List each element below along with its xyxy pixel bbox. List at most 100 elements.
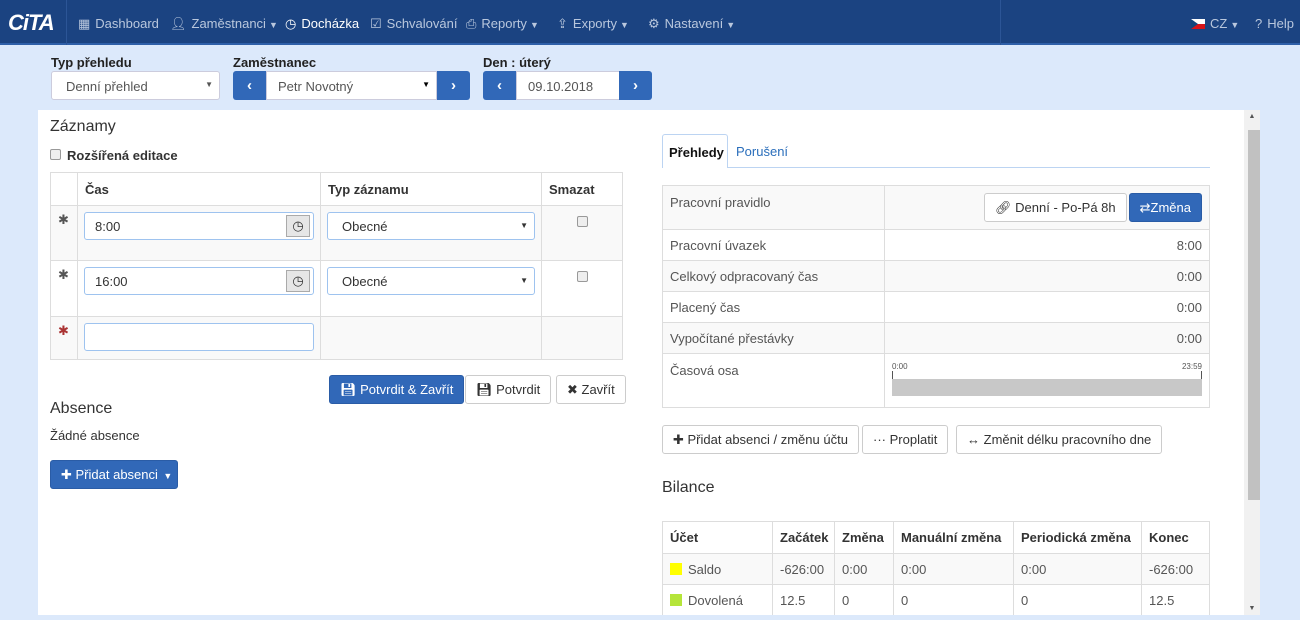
nav-zamestnanci[interactable]: 👤︎ Zaměstnanci ▼ xyxy=(170,16,278,32)
extended-edit-label: Rozšířená editace xyxy=(67,148,178,163)
table-row: Pracovní úvazek 8:00 xyxy=(662,229,1210,261)
close-button[interactable]: ✖ Zavřít xyxy=(556,375,626,404)
help-label: Help xyxy=(1267,16,1294,31)
logo[interactable]: CiTA xyxy=(8,10,55,35)
type-select[interactable]: Obecné ▼ xyxy=(327,267,535,295)
delete-checkbox[interactable] xyxy=(576,271,588,282)
nav-label: Nastavení xyxy=(664,16,724,31)
scrollbar-thumb[interactable] xyxy=(1248,130,1260,500)
row-label: Celkový odpracovaný čas xyxy=(662,260,885,292)
timeline: 0:00 23:59 xyxy=(884,353,1210,408)
records-table: Čas Typ záznamu Smazat ✱ 8:00 ◷ Obecné ▼ ✱ 1… xyxy=(50,172,623,360)
caret-down-icon: ▼ xyxy=(726,20,736,30)
next-day-button[interactable]: › xyxy=(619,71,652,100)
divider xyxy=(1000,0,1001,45)
cell: 12.5 xyxy=(772,584,835,616)
button-label: Proplatit xyxy=(889,432,938,447)
nav-dochazka[interactable]: ◷ Docházka xyxy=(285,16,359,32)
cell: 0 xyxy=(834,584,894,616)
add-absence-account-button[interactable]: ✚ Přidat absenci / změnu účtu xyxy=(662,425,859,454)
tab-prehledy[interactable]: Přehledy xyxy=(662,134,728,168)
rule-link-button[interactable]: 🔗︎ Denní - Po-Pá 8h xyxy=(984,193,1127,222)
tabs-border xyxy=(662,167,1210,168)
page-bottom xyxy=(0,615,1300,620)
table-row: Celkový odpracovaný čas 0:00 xyxy=(662,260,1210,292)
absence-empty: Žádné absence xyxy=(50,428,140,443)
nav-nastaveni[interactable]: ⚙ Nastavení ▼ xyxy=(648,16,735,32)
date-input[interactable]: 09.10.2018 xyxy=(516,71,620,100)
payout-button[interactable]: ··· Proplatit xyxy=(862,425,949,454)
extended-edit-checkbox[interactable]: Rozšířená editace xyxy=(50,148,178,163)
add-absence-button[interactable]: ✚ Přidat absenci ▼ xyxy=(50,460,178,489)
employee-select[interactable]: Petr Novotný ▼ xyxy=(266,71,437,100)
save-icon: 💾︎ xyxy=(340,382,361,397)
table-row: Vypočítané přestávky 0:00 xyxy=(662,322,1210,354)
nav-dashboard[interactable]: ▦ Dashboard xyxy=(78,16,159,32)
employee-label: Zaměstnanec xyxy=(233,55,317,70)
next-employee-button[interactable]: › xyxy=(437,71,470,100)
change-rule-button[interactable]: ⇄Změna xyxy=(1128,193,1202,222)
language-selector[interactable]: CZ ▼ xyxy=(1191,16,1239,31)
cell: 0:00 xyxy=(893,553,1014,585)
change-day-length-button[interactable]: ↔ Změnit délku pracovního dne xyxy=(956,425,1163,454)
nav-reporty[interactable]: ⎙ Reporty ▼ xyxy=(466,16,539,32)
help-link[interactable]: ? Help xyxy=(1255,16,1294,31)
table-row: ✱ 8:00 ◷ Obecné ▼ xyxy=(50,205,623,261)
asterisk-icon: ✱ xyxy=(50,260,78,317)
close-icon: ✖ xyxy=(567,382,582,397)
nav-schvalovani[interactable]: ☑ Schvalování xyxy=(370,16,457,32)
nav-label: Exporty xyxy=(572,16,617,31)
timeline-bar xyxy=(892,379,1202,396)
date-value: 09.10.2018 xyxy=(528,79,594,94)
export-icon: ⇪ xyxy=(557,16,568,31)
time-input[interactable]: 16:00 ◷ xyxy=(84,267,314,295)
divider xyxy=(66,0,67,45)
timeline-start: 0:00 xyxy=(892,362,908,371)
caret-down-icon: ▼ xyxy=(520,276,528,285)
rule-label: Pracovní pravidlo xyxy=(662,185,885,230)
nav-label: Docházka xyxy=(301,16,360,31)
type-select[interactable]: Denní přehled ▼ xyxy=(51,71,220,100)
tab-poruseni[interactable]: Porušení xyxy=(736,144,789,159)
plus-icon: ✚ xyxy=(673,432,688,447)
row-value: 0:00 xyxy=(884,291,1210,323)
button-label: Změna xyxy=(1150,200,1191,215)
clock-icon[interactable]: ◷ xyxy=(286,270,310,292)
printer-icon: ⎙ xyxy=(466,16,477,31)
nav-label: Schvalování xyxy=(386,16,458,31)
clock-icon[interactable]: ◷ xyxy=(286,215,310,237)
type-select[interactable]: Obecné ▼ xyxy=(327,212,535,240)
caret-down-icon: ▼ xyxy=(268,20,278,30)
new-time-input[interactable] xyxy=(84,323,314,351)
button-label: Denní - Po-Pá 8h xyxy=(1015,200,1116,215)
col-header: Konec xyxy=(1141,521,1210,554)
button-label: Potvrdit xyxy=(496,382,541,397)
time-input[interactable]: 8:00 ◷ xyxy=(84,212,314,240)
overview-table: Pracovní pravidlo 🔗︎ Denní - Po-Pá 8h ⇄Zm… xyxy=(662,185,1210,408)
col-header: Smazat xyxy=(541,172,623,206)
type-value: Obecné xyxy=(342,274,388,289)
table-row: ✱ 16:00 ◷ Obecné ▼ xyxy=(50,260,623,317)
confirm-button[interactable]: 💾︎ Potvrdit xyxy=(465,375,552,404)
color-swatch xyxy=(670,593,682,606)
nav-exporty[interactable]: ⇪ Exporty ▼ xyxy=(557,16,629,32)
prev-day-button[interactable]: ‹ xyxy=(483,71,516,100)
cell: -626:00 xyxy=(772,553,835,585)
confirm-close-button[interactable]: 💾︎ Potvrdit & Zavřít xyxy=(329,375,465,404)
records-title: Záznamy xyxy=(50,118,116,135)
col-header: Manuální změna xyxy=(893,521,1014,554)
row-label: Pracovní úvazek xyxy=(662,229,885,261)
delete-checkbox[interactable] xyxy=(576,216,588,227)
button-label: Přidat absenci xyxy=(75,467,158,482)
row-value: 8:00 xyxy=(884,229,1210,261)
checkbox[interactable] xyxy=(50,149,61,160)
col-header: Účet xyxy=(662,521,773,554)
prev-employee-button[interactable]: ‹ xyxy=(233,71,266,100)
button-label: Přidat absenci / změnu účtu xyxy=(687,432,848,447)
employee-value: Petr Novotný xyxy=(278,79,354,94)
nav-label: Zaměstnanci xyxy=(191,16,266,31)
gear-icon: ⚙ xyxy=(648,16,660,31)
table-row-new: ✱ xyxy=(50,316,623,360)
caret-down-icon: ▼ xyxy=(205,80,213,89)
retweet-icon: ⇄ xyxy=(1139,200,1151,215)
